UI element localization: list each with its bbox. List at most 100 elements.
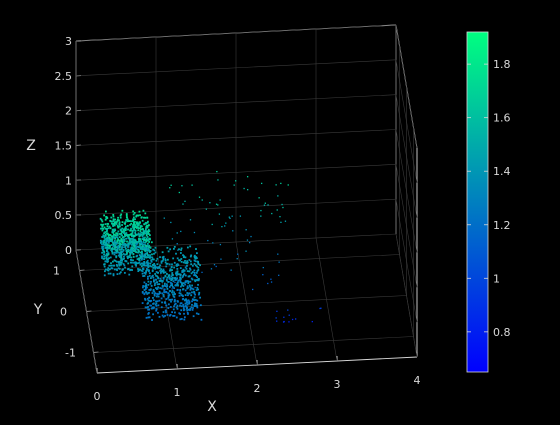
scatter-point <box>154 249 156 251</box>
scatter-point <box>196 289 198 291</box>
scatter-point <box>143 258 145 260</box>
scatter-point <box>107 237 109 239</box>
scatter-point <box>194 296 196 298</box>
scatter-point <box>183 255 185 257</box>
scatter-point <box>147 266 149 268</box>
scatter-point <box>193 315 195 317</box>
scatter-point <box>107 248 109 250</box>
scatter-point <box>146 256 148 258</box>
scatter-point <box>145 232 147 234</box>
scatter-point <box>129 224 131 226</box>
scatter-point <box>145 306 147 308</box>
scatter-point <box>190 308 192 310</box>
scatter-point <box>118 219 120 221</box>
scatter-point <box>152 267 154 269</box>
scatter-point <box>149 272 151 274</box>
scatter-point <box>229 217 230 218</box>
scatter-point <box>165 291 167 293</box>
scatter-point <box>101 227 103 229</box>
scatter-point <box>245 251 246 252</box>
scatter-point <box>192 298 194 300</box>
scatter-point <box>111 223 113 225</box>
scatter-point <box>147 284 149 286</box>
scatter-point <box>166 286 168 288</box>
scatter-point <box>124 223 126 225</box>
scatter-point <box>109 237 111 239</box>
scatter-point <box>101 243 103 245</box>
scatter-point <box>122 221 124 223</box>
scatter-point <box>139 268 141 270</box>
scatter-point <box>165 311 167 313</box>
scatter-point <box>105 269 107 271</box>
scatter-point <box>283 321 284 322</box>
scatter-point <box>123 249 125 251</box>
scatter-point <box>125 219 127 221</box>
scatter-point <box>131 238 133 240</box>
scatter-point <box>169 286 171 288</box>
scatter-point <box>145 265 147 267</box>
scatter-point <box>120 229 122 231</box>
scatter-point <box>167 292 169 294</box>
x-tick-label: 0 <box>94 390 101 403</box>
scatter-point <box>146 287 148 289</box>
scatter-point <box>225 222 226 223</box>
scatter-point <box>149 254 151 256</box>
scatter-point <box>155 247 157 249</box>
scatter-point <box>133 229 135 231</box>
scatter-point <box>152 297 154 299</box>
scatter-point <box>148 245 150 247</box>
colorbar <box>467 32 488 372</box>
scatter-point <box>133 242 135 244</box>
scatter-point <box>113 265 115 267</box>
scatter-point <box>126 253 128 255</box>
scatter-point <box>177 289 179 291</box>
scatter-point <box>196 272 198 274</box>
z-tick-labels: 00.511.522.53 <box>55 35 73 257</box>
scatter-point <box>137 215 139 217</box>
scatter-point <box>171 272 173 274</box>
scatter-point <box>117 246 119 248</box>
scatter-point <box>126 241 128 243</box>
scatter-point <box>143 210 145 212</box>
scatter-point <box>165 271 167 273</box>
scatter-point <box>112 245 114 247</box>
scatter-point <box>135 226 137 228</box>
scatter-point <box>177 263 179 265</box>
scatter-point <box>187 270 189 272</box>
scatter-point <box>196 300 198 302</box>
scatter-point <box>127 246 129 248</box>
scatter-point <box>123 231 125 233</box>
scatter-point <box>118 263 120 265</box>
scatter-point <box>187 282 189 284</box>
scatter-point <box>231 269 232 270</box>
scatter-point <box>104 274 106 276</box>
scatter-point <box>163 256 165 258</box>
scatter-point <box>162 251 164 253</box>
scatter-point <box>194 294 196 296</box>
scatter-point <box>137 229 139 231</box>
scatter-point <box>197 289 199 291</box>
scatter-point <box>177 284 179 286</box>
scatter-point <box>159 278 161 280</box>
scatter-point <box>126 213 128 215</box>
scatter-point <box>101 252 103 254</box>
scatter-point <box>182 298 184 300</box>
scatter-point <box>137 270 139 272</box>
scatter-point <box>158 283 160 285</box>
scatter-point <box>130 269 132 271</box>
scatter-point <box>148 312 150 314</box>
scatter-point <box>190 219 191 220</box>
scatter-point <box>115 243 117 245</box>
scatter-point <box>149 238 151 240</box>
scatter-point <box>122 236 124 238</box>
scatter-point <box>142 291 144 293</box>
scatter-point <box>198 292 200 294</box>
scatter-point <box>191 300 193 302</box>
scatter-point <box>187 285 189 287</box>
scatter-point <box>161 298 163 300</box>
scatter-point <box>104 263 106 265</box>
scatter-point <box>199 197 200 198</box>
scatter-point <box>130 257 132 259</box>
scatter-point <box>137 223 139 225</box>
scatter-point <box>177 232 178 233</box>
